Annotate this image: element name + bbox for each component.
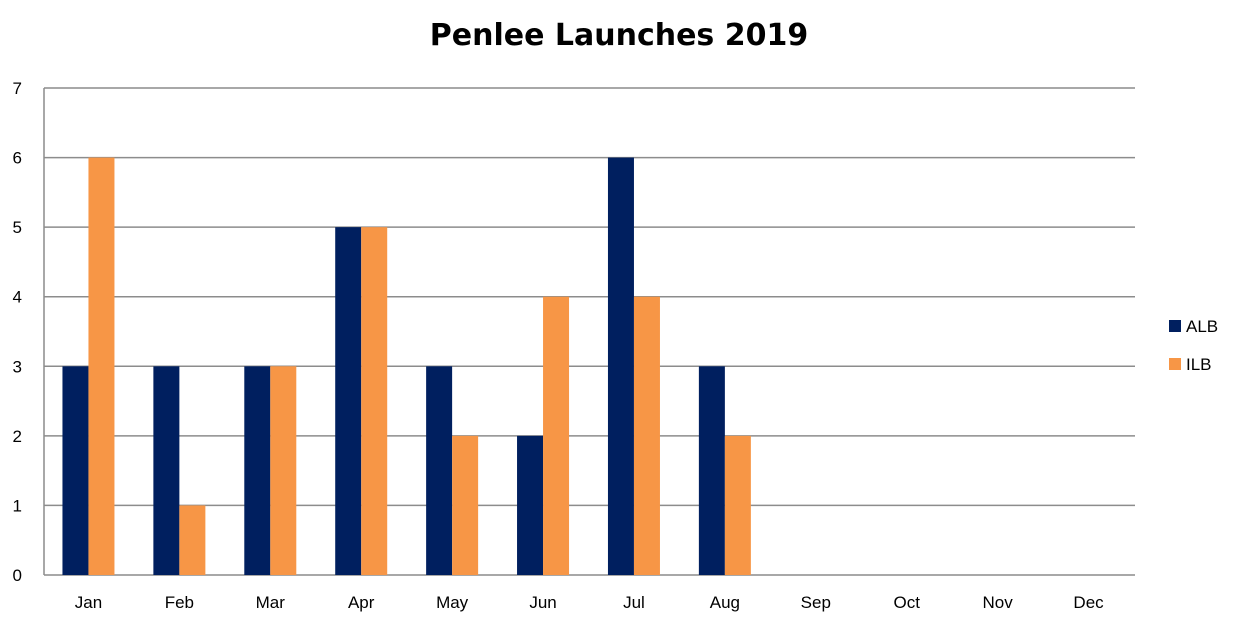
- bar-ilb: [270, 366, 297, 575]
- bar-alb: [153, 366, 180, 575]
- bar-ilb: [543, 296, 570, 575]
- x-tick-label: Oct: [893, 593, 920, 612]
- x-tick-label: Dec: [1073, 593, 1104, 612]
- x-tick-label: Aug: [710, 593, 740, 612]
- bar-alb: [426, 366, 453, 575]
- x-tick-label: Mar: [256, 593, 286, 612]
- bar-alb: [517, 435, 544, 575]
- legend-swatch-ilb: [1169, 358, 1181, 370]
- x-tick-label: Jul: [623, 593, 645, 612]
- y-tick-label: 5: [13, 218, 22, 237]
- bar-ilb: [361, 227, 388, 575]
- bar-ilb: [724, 435, 751, 575]
- legend-label-alb: ALB: [1186, 317, 1218, 336]
- legend-swatch-alb: [1169, 320, 1181, 332]
- y-tick-label: 3: [13, 357, 22, 376]
- x-tick-label: Jun: [529, 593, 556, 612]
- bar-ilb: [179, 505, 206, 575]
- bar-alb: [335, 227, 362, 575]
- bar-alb: [607, 157, 634, 576]
- y-tick-label: 2: [13, 427, 22, 446]
- y-tick-label: 7: [13, 79, 22, 98]
- chart-title: Penlee Launches 2019: [429, 18, 809, 53]
- y-tick-label: 4: [13, 288, 22, 307]
- x-tick-label: Apr: [348, 593, 375, 612]
- x-tick-label: May: [436, 593, 469, 612]
- bar-alb: [62, 366, 89, 575]
- bar-ilb: [88, 157, 115, 576]
- legend-label-ilb: ILB: [1186, 355, 1212, 374]
- x-tick-label: Jan: [75, 593, 102, 612]
- x-tick-label: Nov: [983, 593, 1014, 612]
- x-tick-label: Sep: [801, 593, 831, 612]
- y-tick-label: 0: [13, 566, 22, 585]
- bar-ilb: [452, 435, 479, 575]
- bar-alb: [244, 366, 271, 575]
- bar-ilb: [633, 296, 660, 575]
- x-tick-label: Feb: [165, 593, 194, 612]
- y-tick-label: 1: [13, 496, 22, 515]
- bar-alb: [698, 366, 725, 575]
- y-tick-label: 6: [13, 149, 22, 168]
